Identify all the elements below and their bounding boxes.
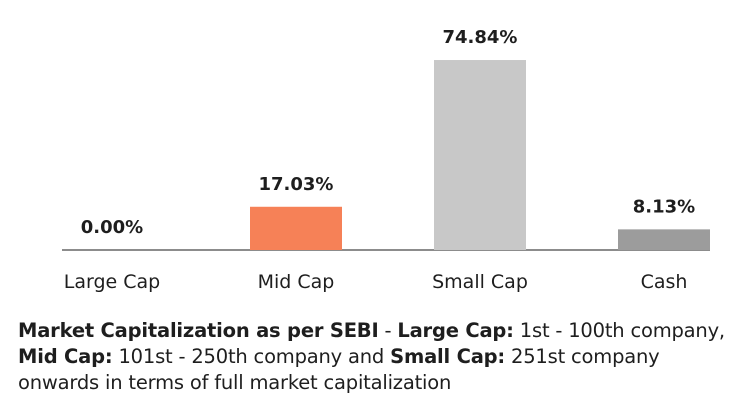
x-tick-label-mid-cap: Mid Cap (258, 271, 335, 293)
caption-large-cap-text: 1st - 100th company, (513, 319, 725, 342)
caption-mid-cap-label: Mid Cap: (18, 345, 113, 368)
market-cap-definition-note: Market Capitalization as per SEBI - Larg… (18, 318, 738, 396)
caption-mid-cap-text: 101st - 250th company and (112, 345, 391, 368)
caption-separator: - (378, 319, 398, 342)
x-tick-label-large-cap: Large Cap (64, 271, 160, 293)
bar-mid-cap (250, 206, 342, 250)
data-label-cash: 8.13% (633, 196, 695, 217)
x-tick-label-cash: Cash (641, 271, 688, 293)
allocation-bar-chart: 0.00% Large Cap 17.03% Mid Cap 74.84% Small C… (62, 27, 710, 293)
data-label-small-cap: 74.84% (443, 27, 518, 48)
data-label-large-cap: 0.00% (81, 217, 143, 238)
caption-small-cap-label: Small Cap: (390, 345, 506, 368)
caption-small-cap-text: 251st company onwards in terms of full m… (18, 345, 660, 394)
data-label-mid-cap: 17.03% (259, 174, 334, 195)
x-tick-label-small-cap: Small Cap (432, 271, 528, 293)
caption-heading: Market Capitalization as per SEBI (18, 319, 379, 342)
bar-cash (618, 229, 710, 250)
caption-large-cap-label: Large Cap: (397, 319, 514, 342)
bar-small-cap (434, 60, 526, 250)
